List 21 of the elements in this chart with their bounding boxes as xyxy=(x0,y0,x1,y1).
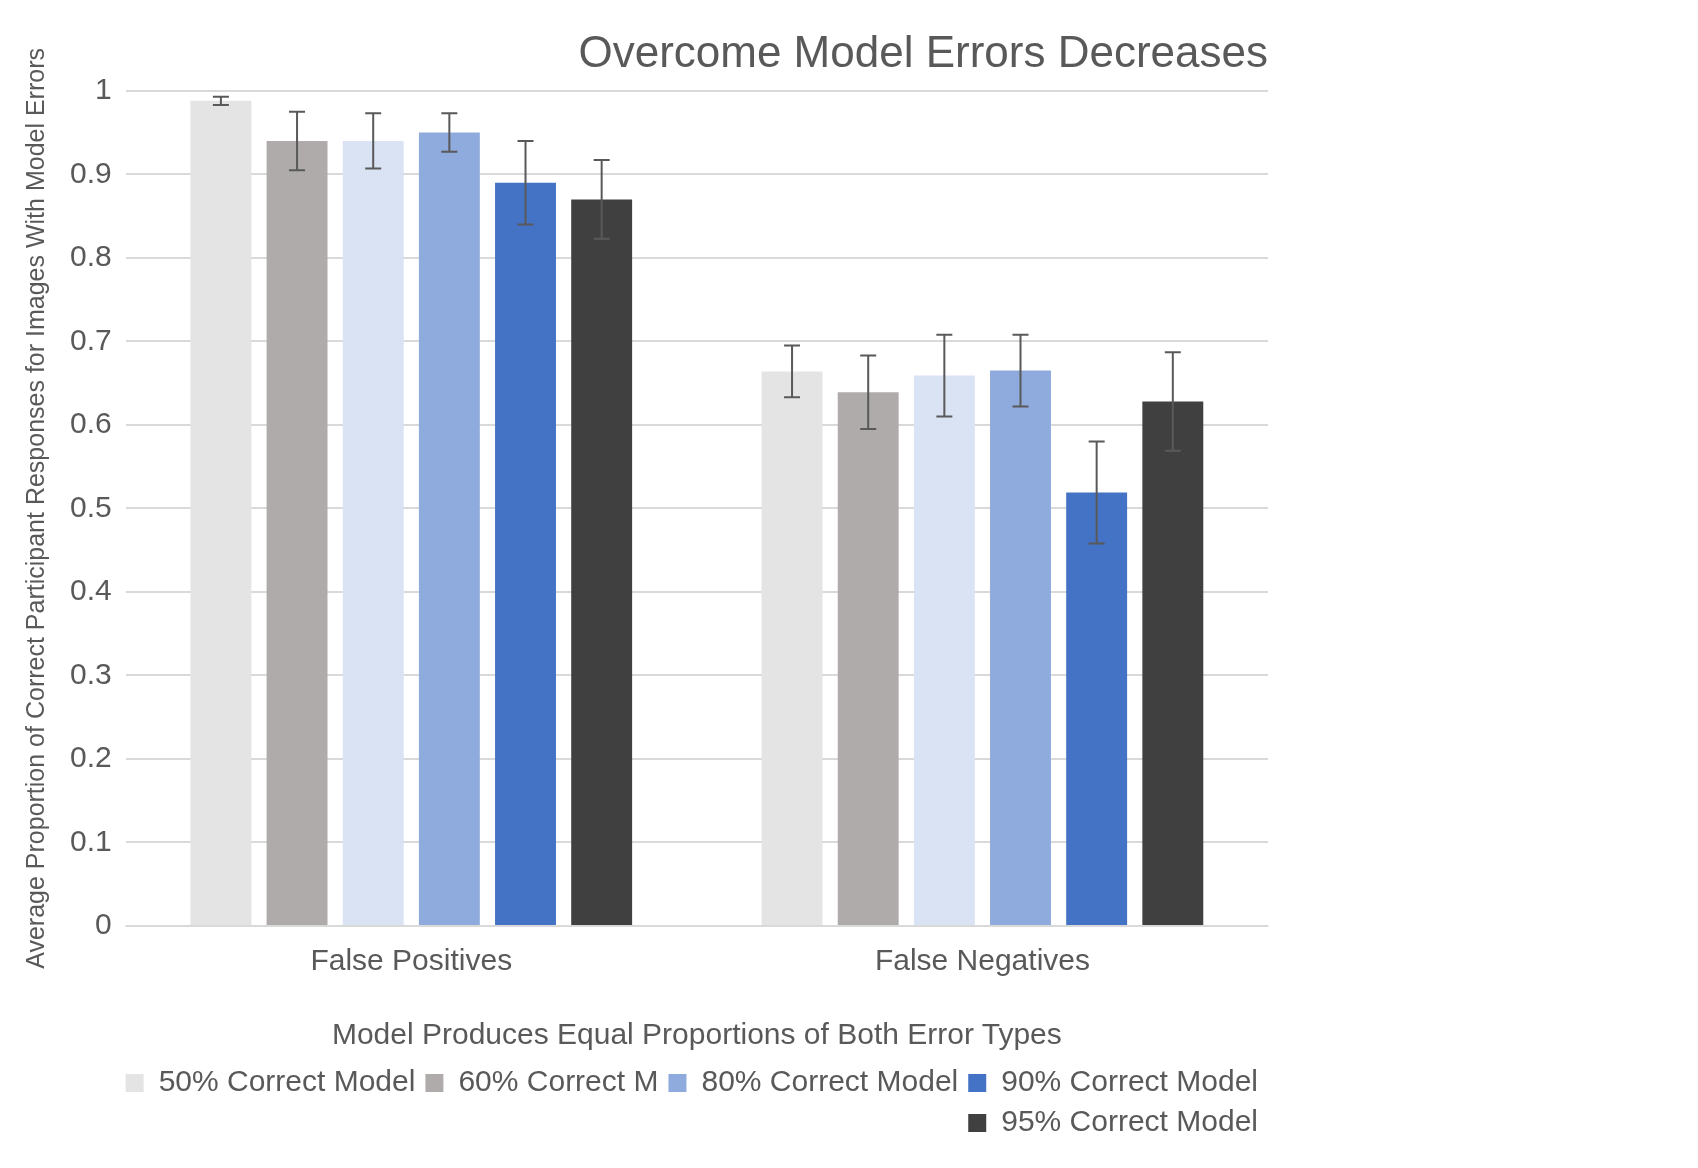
legend-label: 80% Correct Model xyxy=(701,1064,959,1098)
y-tick-label: 0 xyxy=(95,907,112,941)
y-tick-label: 0.2 xyxy=(69,740,112,774)
legend-label: 90% Correct Model xyxy=(1001,1064,1259,1098)
y-axis-title: Average Proportion of Correct Participant Responses for Images With Model Errors xyxy=(20,48,49,969)
y-tick-label: 0.8 xyxy=(69,239,112,273)
y-tick-label: 0.5 xyxy=(69,489,112,523)
y-tick-label: 0.4 xyxy=(69,573,112,607)
legend-label: 95% Correct Model xyxy=(1001,1104,1259,1138)
y-tick-label: 0.6 xyxy=(69,406,112,440)
chart-title: Overcome Model Errors Decreases xyxy=(578,26,1268,76)
y-tick-label: 0.9 xyxy=(69,155,112,189)
y-tick-label: 1 xyxy=(95,72,112,106)
y-tick-label: 0.1 xyxy=(69,823,112,857)
y-tick-label: 0.7 xyxy=(69,322,112,356)
legend-label: 50% Correct Model xyxy=(158,1064,416,1098)
y-tick-label: 0.3 xyxy=(69,656,112,690)
x-tick-label: False Positives xyxy=(310,943,513,977)
x-tick-label: False Negatives xyxy=(874,943,1090,977)
x-axis-title: Model Produces Equal Proportions of Both Error Types xyxy=(331,1017,1062,1051)
legend-label: 60% Correct M xyxy=(458,1064,659,1098)
